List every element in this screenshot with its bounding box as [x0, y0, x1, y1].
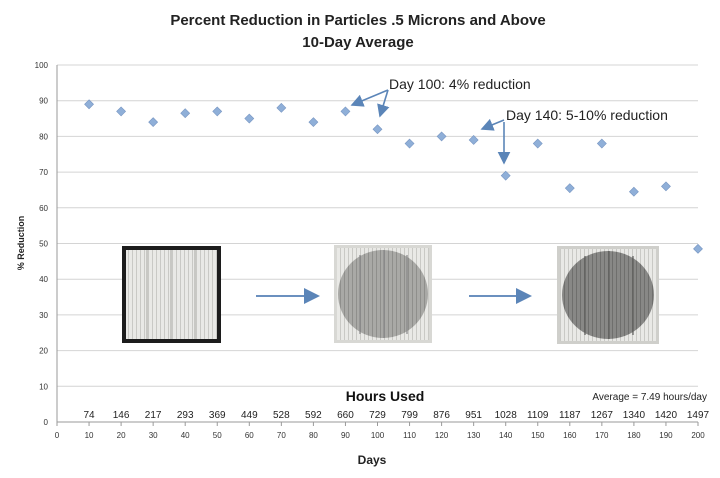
y-tick-label: 90: [39, 97, 48, 106]
data-point: [532, 138, 543, 149]
hours-used-title: Hours Used: [346, 388, 425, 404]
hours-used-value: 592: [305, 410, 322, 421]
hours-used-value: 1028: [495, 410, 518, 421]
y-tick-label: 50: [39, 240, 48, 249]
x-tick-label: 130: [467, 431, 481, 440]
hours-used-value: 74: [83, 410, 95, 421]
x-tick-labels: 0 10 20 30 40 50 60 70 80 90 100 110 120 130 140 150 160…: [55, 431, 705, 440]
y-tick-label: 0: [44, 418, 49, 427]
y-tick-label: 20: [39, 347, 48, 356]
x-tick-label: 40: [181, 431, 190, 440]
filter-photos: [122, 245, 659, 344]
x-tick-label: 0: [55, 431, 60, 440]
annotation-day-100-text: Day 100: 4% reduction: [389, 76, 531, 92]
annotation-day-140-text: Day 140: 5-10% reduction: [506, 107, 668, 123]
hours-used-value: 951: [465, 410, 482, 421]
hours-used-value: 293: [177, 410, 194, 421]
data-point: [468, 135, 479, 145]
y-tick-label: 40: [39, 275, 48, 284]
data-point: [84, 99, 94, 110]
hours-used-value: 1420: [655, 410, 678, 421]
data-point: [628, 186, 639, 197]
y-tick-label: 10: [39, 382, 48, 391]
hours-used-value: 729: [369, 410, 386, 421]
data-point: [116, 106, 127, 117]
data-point: [596, 138, 607, 149]
filter-image-day-100: [334, 245, 432, 343]
x-tick-label: 70: [277, 431, 286, 440]
x-tick-label: 100: [371, 431, 385, 440]
x-tick-label: 200: [691, 431, 705, 440]
hours-used-value: 528: [273, 410, 290, 421]
x-tick-label: 140: [499, 431, 513, 440]
y-tick-label: 70: [39, 168, 48, 177]
filter-image-day-200: [557, 246, 659, 344]
chart-title: Percent Reduction in Particles .5 Micron…: [170, 12, 545, 29]
annotation-day-140: Day 140: 5-10% reduction: [480, 107, 668, 165]
hours-used-value: 876: [433, 410, 450, 421]
x-tick-label: 110: [403, 431, 416, 440]
y-tick-label: 30: [39, 311, 48, 320]
data-point: [404, 138, 415, 149]
hours-used-row: 74 146 217 293 369 449 528 592 660 729 799 876 951 10…: [83, 410, 709, 421]
x-tick-label: 170: [595, 431, 609, 440]
hours-used-value: 1340: [623, 410, 646, 421]
y-tick-labels: 0 10 20 30 40 50 60 70 80 90 100: [35, 61, 49, 427]
hours-used-value: 1187: [559, 410, 581, 421]
x-tick-label: 30: [149, 431, 158, 440]
y-axis-label: % Reduction: [16, 216, 26, 271]
data-point: [372, 124, 383, 135]
data-point: [276, 102, 287, 113]
data-point: [500, 170, 511, 181]
annotation-day-100: Day 100: 4% reduction: [350, 76, 531, 118]
data-point: [308, 117, 319, 128]
x-tick-label: 10: [85, 431, 94, 440]
x-tick-label: 50: [213, 431, 222, 440]
data-point: [340, 106, 351, 117]
hours-used-value: 449: [241, 410, 258, 421]
filter-image-new: [122, 246, 221, 343]
x-tick-label: 90: [341, 431, 350, 440]
x-tick-label: 20: [117, 431, 126, 440]
data-point: [148, 117, 159, 128]
data-point: [693, 243, 703, 254]
hours-used-value: 1267: [591, 410, 614, 421]
y-tick-label: 60: [39, 204, 48, 213]
data-point: [244, 113, 255, 124]
x-tick-label: 120: [435, 431, 449, 440]
x-tick-label: 160: [563, 431, 577, 440]
x-tick-label: 180: [627, 431, 641, 440]
hours-used-value: 1497: [687, 410, 710, 421]
x-tick-label: 60: [245, 431, 254, 440]
axes: [56, 65, 699, 426]
chart-subtitle: 10-Day Average: [302, 34, 413, 51]
hours-used-value: 146: [113, 410, 130, 421]
hours-used-value: 217: [145, 410, 162, 421]
data-point: [661, 181, 671, 192]
hours-used-value: 1109: [527, 410, 549, 421]
x-axis-label: Days: [358, 453, 387, 467]
y-tick-label: 80: [39, 132, 48, 141]
hours-used-value: 369: [209, 410, 226, 421]
data-point: [436, 131, 447, 142]
x-tick-label: 150: [531, 431, 545, 440]
x-tick-label: 80: [309, 431, 318, 440]
y-tick-label: 100: [35, 61, 49, 70]
data-point: [564, 183, 575, 194]
data-point: [180, 108, 191, 119]
x-tick-label: 190: [659, 431, 673, 440]
hours-used-value: 660: [337, 410, 354, 421]
data-point: [212, 106, 223, 117]
data-points: [84, 99, 703, 254]
hours-used-value: 799: [401, 410, 418, 421]
average-note: Average = 7.49 hours/day: [592, 392, 707, 403]
